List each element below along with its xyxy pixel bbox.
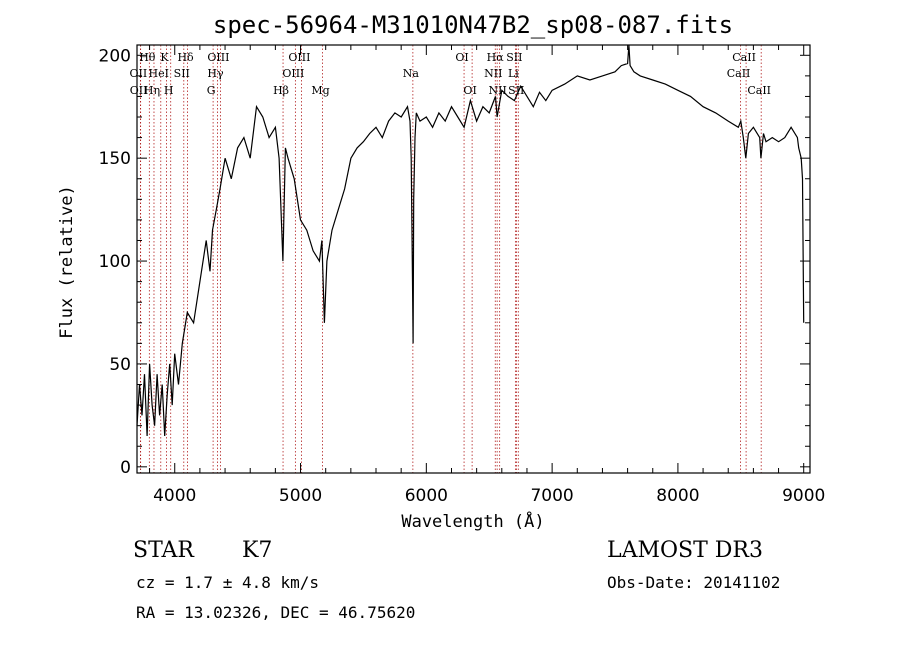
line-label: Na [403, 67, 420, 80]
line-label: OIII [282, 67, 304, 80]
line-label: Hθ [139, 51, 156, 64]
y-tick-label: 100 [99, 252, 131, 272]
x-tick-label: 9000 [782, 486, 825, 506]
line-label: CaII [732, 51, 756, 64]
line-label: G [207, 84, 216, 97]
x-tick-label: 5000 [279, 486, 322, 506]
line-label: OIII [288, 51, 310, 64]
obs-date: Obs-Date: 20141102 [607, 573, 781, 592]
redshift-cz: cz = 1.7 ± 4.8 km/s [136, 573, 320, 592]
line-label: NII [484, 67, 502, 80]
line-label: Hβ [273, 84, 289, 97]
plot-frame [136, 44, 811, 474]
line-label: SII [174, 67, 190, 80]
line-label: OII [130, 67, 148, 80]
line-label: OI [463, 84, 476, 97]
x-axis-ticks: 4000 5000 6000 7000 8000 9000 [149, 45, 825, 506]
line-label: H [164, 84, 174, 97]
y-axis-ticks: 0 50 100 150 200 [99, 46, 810, 478]
line-label: Hγ [207, 67, 224, 80]
x-tick-label: 4000 [153, 486, 196, 506]
x-tick-label: 7000 [530, 486, 573, 506]
object-subclass: K7 [242, 538, 273, 563]
y-tick-label: 0 [120, 458, 131, 478]
spectrum-line [136, 44, 805, 437]
chart-title: spec-56964-M31010N47B2_sp08-087.fits [213, 11, 733, 39]
line-label: SII [506, 51, 522, 64]
line-label: CaII [747, 84, 771, 97]
line-label: Li [508, 67, 519, 80]
survey-name: LAMOST DR3 [607, 538, 763, 563]
line-label: Mg [311, 84, 329, 97]
line-label: K [160, 51, 169, 64]
line-label: Hδ [177, 51, 194, 64]
ra-dec: RA = 13.02326, DEC = 46.75620 [136, 603, 416, 622]
y-tick-label: 200 [99, 46, 131, 66]
y-axis-label: Flux (relative) [57, 185, 77, 339]
y-tick-label: 50 [109, 355, 131, 375]
object-class: STAR [133, 538, 194, 563]
line-label: OIII [207, 51, 229, 64]
line-label: OI [455, 51, 468, 64]
line-label: NII [489, 84, 507, 97]
x-tick-label: 6000 [405, 486, 448, 506]
line-label: Hη [144, 84, 160, 97]
line-label: CaII [727, 67, 751, 80]
line-label: Hα [487, 51, 505, 64]
y-tick-label: 150 [99, 149, 131, 169]
line-label: OII [130, 84, 148, 97]
line-label: HeI [149, 67, 169, 80]
x-axis-label: Wavelength (Å) [401, 510, 544, 532]
x-tick-label: 8000 [656, 486, 699, 506]
